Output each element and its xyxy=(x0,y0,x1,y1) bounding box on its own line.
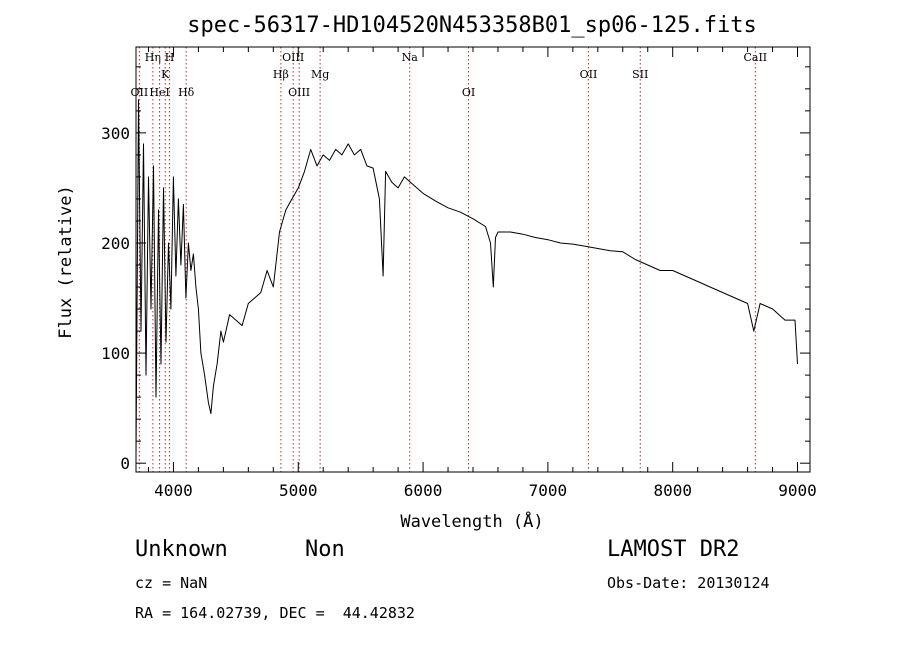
x-axis-label: Wavelength (Å) xyxy=(400,510,543,532)
spectrum-line-0 xyxy=(135,99,798,458)
object-subclass: Non xyxy=(305,537,345,562)
axes: 4000 5000 6000 7000 8000 9000 0 100 200 300 xyxy=(101,46,817,500)
line-marker-label-14: CaII xyxy=(743,51,767,64)
survey-name: LAMOST DR2 xyxy=(607,537,740,562)
line-marker-label-11: OI xyxy=(462,86,475,99)
line-marker-label-2: HeI xyxy=(149,86,169,99)
y-tick-label-0: 0 xyxy=(120,454,130,473)
line-marker-label-12: OII xyxy=(580,68,598,81)
x-tick-label-3: 7000 xyxy=(529,481,568,500)
y-axis-label: Flux (relative) xyxy=(56,185,76,339)
x-tick-label-4: 8000 xyxy=(653,481,692,500)
x-tick-label-2: 6000 xyxy=(404,481,443,500)
x-tick-label-0: 4000 xyxy=(154,481,193,500)
redshift-cz: cz = NaN xyxy=(135,574,208,592)
coordinates: RA = 164.02739, DEC = 44.42832 xyxy=(135,604,415,622)
chart-title: spec-56317-HD104520N453358B01_sp06-125.f… xyxy=(187,13,757,38)
line-marker-label-3: K xyxy=(161,68,170,81)
line-marker-label-0: OII xyxy=(131,86,149,99)
x-tick-label-5: 9000 xyxy=(778,481,817,500)
line-marker-label-5: Hδ xyxy=(178,86,195,99)
y-tick-label-2: 200 xyxy=(101,234,130,253)
line-marker-label-13: SII xyxy=(632,68,648,81)
plot-frame xyxy=(135,46,811,473)
y-tick-label-1: 100 xyxy=(101,344,130,363)
line-marker-label-6: Hβ xyxy=(273,68,289,81)
y-tick-label-3: 300 xyxy=(101,124,130,143)
line-marker-label-10: Na xyxy=(402,51,419,64)
line-marker-label-8: OIII xyxy=(288,86,310,99)
observation-date: Obs-Date: 20130124 xyxy=(607,574,770,592)
line-marker-label-1: Hη xyxy=(145,51,161,64)
line-marker-label-9: Mg xyxy=(311,68,329,81)
line-marker-label-7: OIII xyxy=(282,51,304,64)
line-marker-label-4: H xyxy=(165,51,175,64)
object-class: Unknown xyxy=(135,537,228,562)
x-tick-label-1: 5000 xyxy=(279,481,318,500)
